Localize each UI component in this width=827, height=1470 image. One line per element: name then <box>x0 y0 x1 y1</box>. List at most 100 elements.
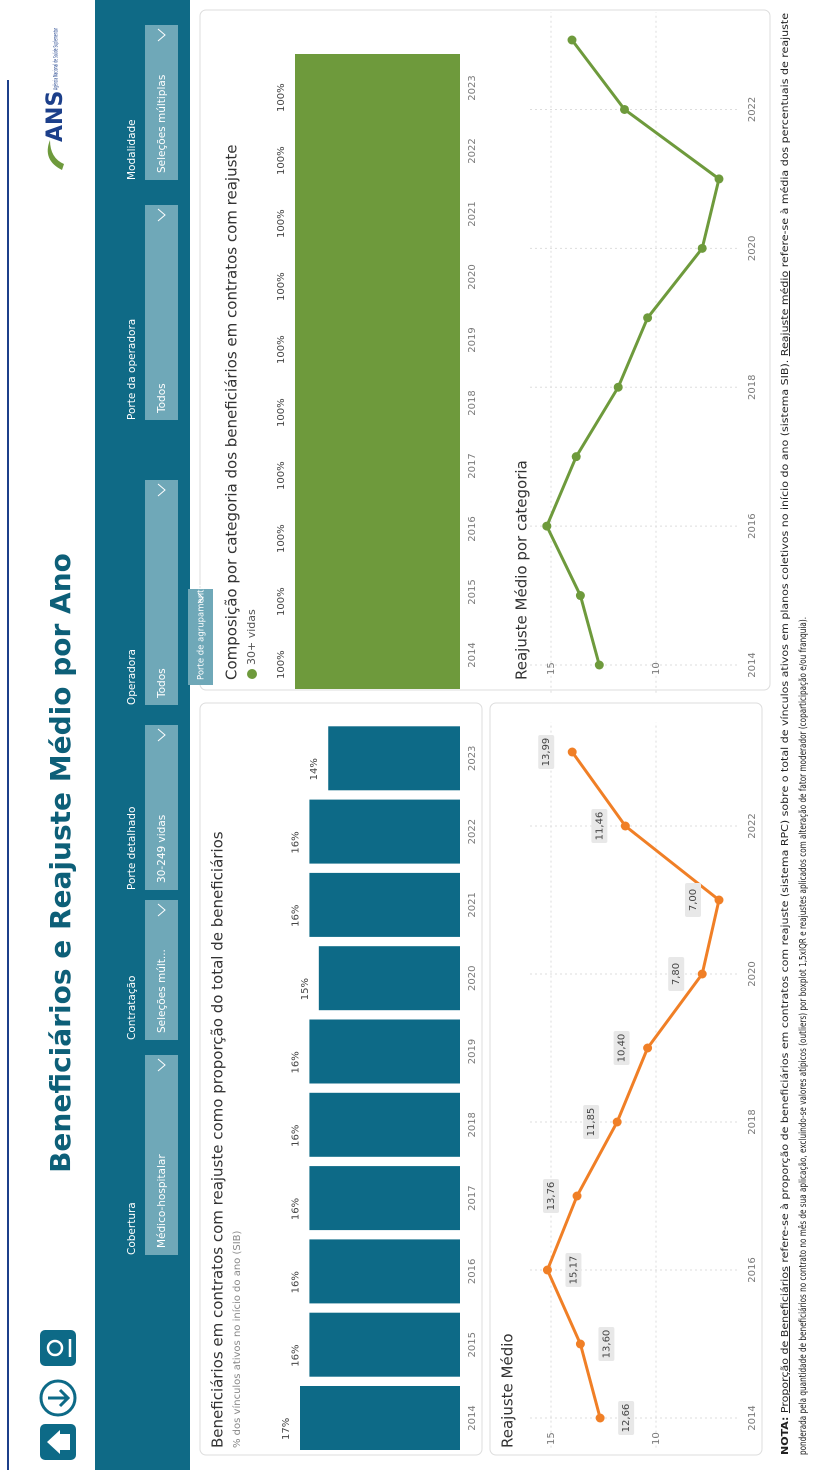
data-label: 11,85 <box>586 1108 597 1137</box>
x-tick-label: 2020 <box>467 264 478 289</box>
y-tick-label: 10 <box>651 662 662 675</box>
bar <box>318 946 460 1011</box>
filter[interactable]: Cobertura Médico-hospitalar <box>126 1055 178 1255</box>
x-tick-label: 2022 <box>747 97 758 122</box>
note-term: Reajuste médio <box>779 271 791 356</box>
chart-title: Reajuste Médio por categoria <box>513 460 531 680</box>
point <box>567 747 577 757</box>
chart-subtitle: % dos vínculos ativos no início do ano (… <box>231 1230 243 1448</box>
point <box>697 969 707 979</box>
bar <box>295 432 460 500</box>
x-tick-label: 2018 <box>747 374 758 399</box>
dropdown-value: Seleções múltiplas <box>156 75 168 173</box>
bar <box>295 369 460 437</box>
data-label: 13,76 <box>546 1182 557 1211</box>
x-tick-label: 2022 <box>747 813 758 838</box>
x-tick-label: 2015 <box>467 579 478 604</box>
point <box>542 521 552 531</box>
chart-title: Beneficiários em contratos com reajuste … <box>209 831 227 1448</box>
bar <box>295 621 460 689</box>
filter[interactable]: Contratação Seleções múlt... <box>126 900 178 1040</box>
bar <box>295 306 460 374</box>
chart-title: Composição por categoria dos beneficiári… <box>223 144 241 680</box>
point <box>594 660 604 670</box>
info-icon-bg <box>40 1330 76 1366</box>
data-label-box <box>543 1179 560 1213</box>
y-tick-label: 15 <box>546 1432 557 1445</box>
data-label: 100% <box>276 650 287 679</box>
filter[interactable]: Porte detalhado 30-249 vidas <box>126 725 178 890</box>
data-label: 7,80 <box>671 963 682 985</box>
bar <box>309 1092 461 1157</box>
x-tick-label: 2022 <box>467 138 478 163</box>
bar <box>295 54 460 122</box>
data-label: 15,17 <box>568 1256 579 1285</box>
x-tick-label: 2016 <box>467 516 478 541</box>
dropdown-box <box>188 589 213 685</box>
x-tick-label: 2014 <box>747 1405 758 1430</box>
x-tick-label: 2023 <box>467 75 478 100</box>
line <box>545 751 721 1419</box>
data-label-box <box>591 809 608 843</box>
group-dropdown[interactable]: Porte de agrupamento <box>188 584 213 685</box>
dropdown-value: Seleções múlt... <box>156 949 168 1033</box>
x-tick-label: 2018 <box>467 1112 478 1137</box>
data-label: 10,40 <box>617 1034 628 1063</box>
note-term: Proporção de Beneficiários <box>779 1266 791 1413</box>
logo-text: ANS <box>43 91 68 142</box>
data-label: 11,46 <box>594 812 605 841</box>
x-tick-label: 2014 <box>747 652 758 677</box>
dropdown-value: Médico-hospitalar <box>156 1154 168 1248</box>
point <box>567 35 577 45</box>
data-label: 17% <box>281 1418 292 1440</box>
dropdown-value: Todos <box>156 383 168 414</box>
logo-mark <box>47 140 64 170</box>
bar <box>309 799 461 864</box>
bar <box>328 726 460 791</box>
info-icon <box>46 1339 64 1357</box>
filter-label: Cobertura <box>126 1202 138 1255</box>
card <box>489 702 763 1456</box>
dropdown-box <box>145 480 178 705</box>
point <box>714 174 724 184</box>
x-tick-label: 2017 <box>467 1185 478 1210</box>
bar <box>309 1312 461 1377</box>
chevron <box>157 903 166 917</box>
back-button[interactable] <box>39 1379 77 1417</box>
chart-title: Reajuste Médio <box>499 1333 517 1448</box>
bar <box>309 1019 461 1084</box>
data-label: 14% <box>309 758 320 780</box>
filter[interactable]: Modalidade Seleções múltiplas <box>126 25 178 180</box>
point <box>571 452 581 462</box>
data-label: 15% <box>300 978 311 1000</box>
line <box>545 39 721 666</box>
point <box>542 1265 552 1275</box>
bar <box>309 1166 461 1231</box>
data-label: 100% <box>276 461 287 490</box>
data-label: 100% <box>276 524 287 553</box>
back-icon-arrow <box>48 1388 71 1408</box>
bar <box>295 558 460 626</box>
chevron <box>157 28 166 42</box>
bar <box>295 180 460 248</box>
point <box>714 895 724 905</box>
note-line: NOTA: Proporção de Beneficiários refere-… <box>779 13 791 1455</box>
note-line: ponderada pela quantidade de beneficiári… <box>797 617 809 1455</box>
page-title: Beneficiários e Reajuste Médio por Ano <box>44 553 77 1173</box>
home-button[interactable] <box>40 1424 76 1460</box>
bar <box>309 872 461 937</box>
data-label: 100% <box>276 146 287 175</box>
filter-label: Modalidade <box>126 119 138 180</box>
dropdown-value: 30-249 vidas <box>156 815 168 883</box>
filter[interactable]: Operadora Todos <box>126 480 178 705</box>
data-label: 16% <box>290 1125 301 1147</box>
filter[interactable]: Porte da operadora Todos <box>126 205 178 420</box>
info-button[interactable] <box>40 1330 76 1366</box>
x-tick-label: 2020 <box>747 236 758 261</box>
data-label-box <box>538 735 555 769</box>
note-text: refere-se à proporção de beneficiários e… <box>779 356 791 1266</box>
filter-label: Contratação <box>126 976 138 1040</box>
data-label-box <box>565 1253 582 1287</box>
